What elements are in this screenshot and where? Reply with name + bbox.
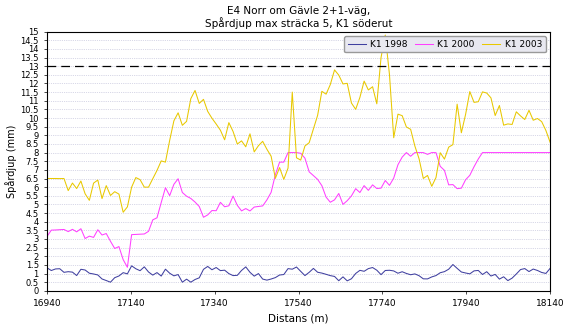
K1 2000 — [183, 194, 190, 198]
Legend: K1 1998, K1 2000, K1 2003: K1 1998, K1 2000, K1 2003 — [344, 36, 545, 52]
K1 2003 — [153, 168, 160, 172]
K1 2003 — [183, 119, 190, 123]
K1 1998 — [445, 267, 452, 271]
Y-axis label: Spårdjup (mm): Spårdjup (mm) — [6, 125, 18, 198]
K1 2000 — [450, 182, 457, 186]
K1 2000 — [153, 216, 160, 220]
Line: K1 2000: K1 2000 — [47, 153, 550, 267]
K1 2003 — [382, 33, 389, 37]
K1 2003 — [450, 142, 457, 146]
K1 1998 — [183, 277, 190, 281]
K1 1998 — [547, 266, 553, 270]
Line: K1 1998: K1 1998 — [47, 264, 550, 282]
K1 1998 — [538, 270, 545, 275]
K1 2000 — [399, 155, 406, 159]
Title: E4 Norr om Gävle 2+1-väg,
Spårdjup max sträcka 5, K1 söderut: E4 Norr om Gävle 2+1-väg, Spårdjup max s… — [205, 6, 392, 30]
X-axis label: Distans (m): Distans (m) — [268, 314, 329, 324]
K1 2003 — [399, 114, 406, 118]
K1 1998 — [44, 266, 51, 270]
K1 1998 — [153, 270, 160, 275]
K1 2000 — [538, 151, 545, 155]
K1 2000 — [284, 151, 291, 155]
K1 2003 — [44, 176, 51, 180]
K1 1998 — [327, 274, 333, 278]
K1 2003 — [120, 210, 127, 214]
K1 1998 — [394, 271, 401, 275]
K1 1998 — [450, 262, 457, 266]
K1 2000 — [124, 265, 131, 269]
Line: K1 2003: K1 2003 — [47, 35, 550, 212]
K1 2000 — [547, 151, 553, 155]
K1 2003 — [538, 120, 545, 124]
K1 2003 — [327, 83, 333, 87]
K1 2003 — [547, 140, 553, 144]
K1 2000 — [331, 198, 338, 202]
K1 2000 — [44, 235, 51, 239]
K1 1998 — [107, 280, 114, 284]
